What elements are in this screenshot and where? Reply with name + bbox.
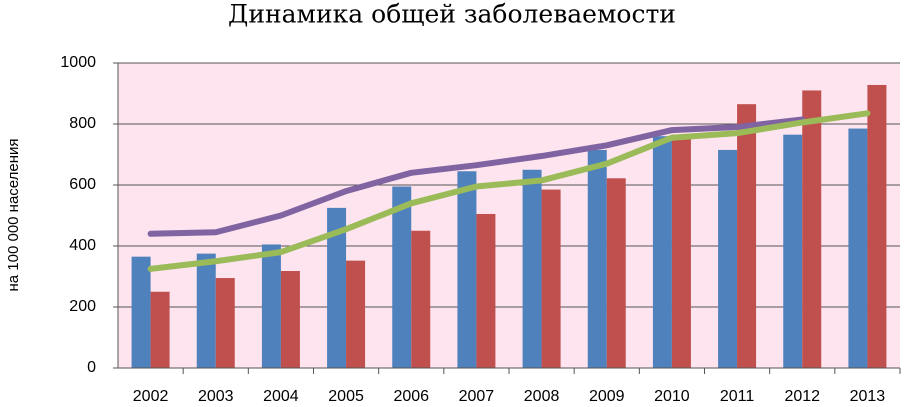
bar [280, 271, 300, 368]
y-tick-label: 1000 [60, 54, 96, 71]
x-tick-label: 2009 [589, 388, 625, 405]
bar [327, 207, 347, 368]
y-axis-label: на 100 000 населения [5, 138, 22, 291]
bar [802, 90, 822, 368]
line-series [147, 110, 871, 272]
y-tick-label: 800 [69, 115, 96, 132]
bar [411, 230, 431, 368]
bar [346, 260, 366, 368]
bar [476, 213, 496, 368]
x-tick-label: 2011 [720, 388, 755, 405]
bar [737, 104, 757, 369]
bar [587, 149, 607, 368]
y-tick-label: 400 [69, 237, 96, 254]
x-tick-label: 2013 [850, 388, 886, 405]
x-tick-label: 2004 [263, 388, 299, 405]
bar [457, 171, 477, 368]
bar [215, 278, 235, 368]
bar [150, 291, 170, 368]
bar [671, 134, 691, 368]
y-tick-label: 600 [69, 176, 96, 193]
plot-area [118, 63, 900, 368]
chart-title: Динамика общей заболеваемости [228, 0, 676, 29]
bar [867, 84, 887, 369]
bar [606, 178, 626, 368]
bar [131, 256, 151, 368]
bar [783, 134, 803, 368]
x-tick-label: 2006 [393, 388, 429, 405]
y-tick-label: 0 [87, 359, 96, 376]
x-tick-label: 2007 [459, 388, 495, 405]
line-series [147, 116, 806, 237]
x-tick-label: 2002 [133, 388, 169, 405]
x-tick-label: 2010 [654, 388, 690, 405]
x-tick-label: 2003 [198, 388, 234, 405]
y-tick-label: 200 [69, 298, 96, 315]
x-tick-label: 2008 [524, 388, 560, 405]
bar [196, 253, 216, 368]
bar [718, 149, 738, 368]
bar [261, 244, 281, 368]
x-tick-label: 2012 [784, 388, 820, 405]
bar [541, 189, 561, 368]
bar [522, 169, 542, 368]
bar [392, 186, 412, 368]
bar [848, 128, 868, 368]
bar [652, 136, 672, 368]
x-tick-label: 2005 [328, 388, 364, 405]
